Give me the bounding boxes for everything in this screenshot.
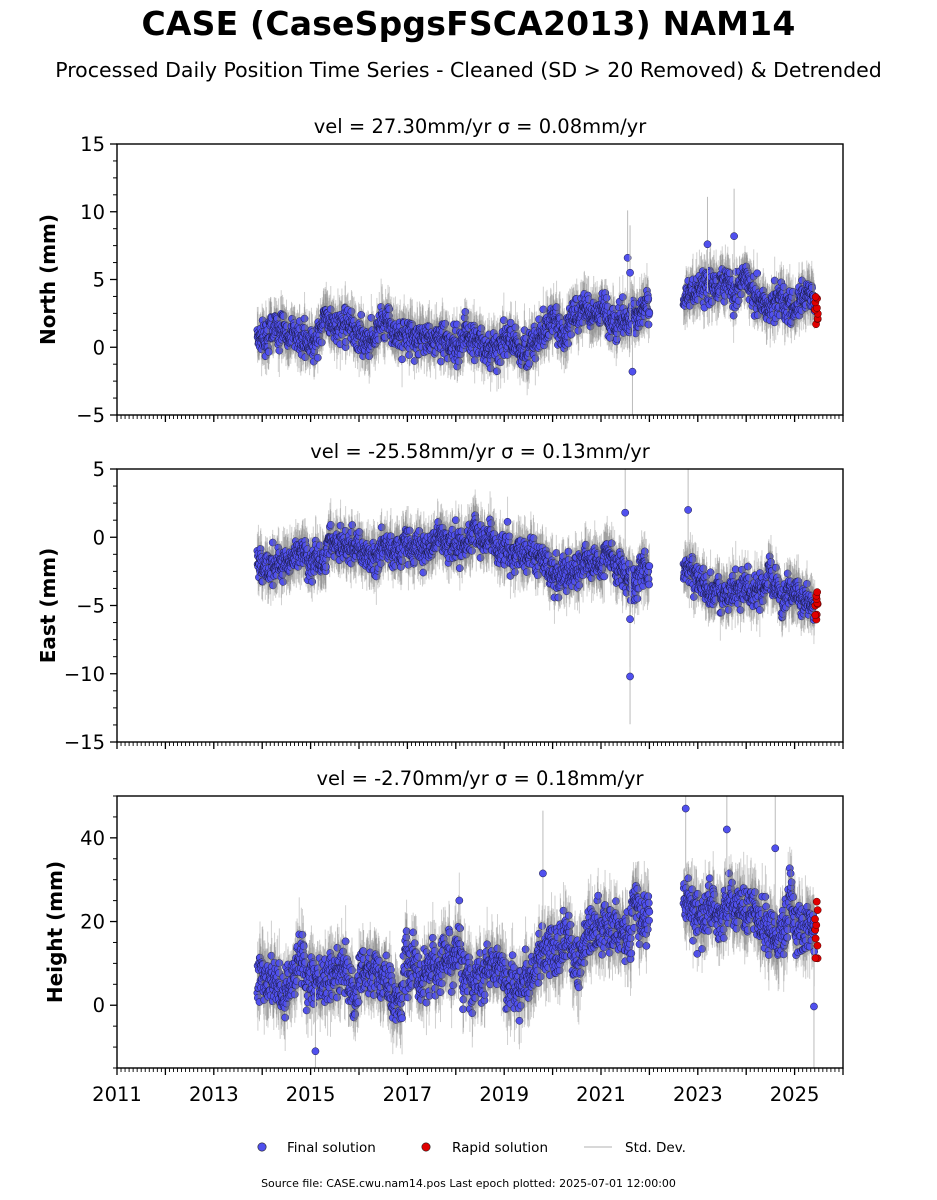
final-point xyxy=(628,367,637,376)
y-tick-label: −5 xyxy=(76,404,105,427)
final-point xyxy=(347,307,356,316)
final-point xyxy=(385,305,394,314)
final-point xyxy=(486,364,495,373)
chart-title: CASE (CaseSpgsFSCA2013) NAM14 xyxy=(141,4,796,43)
panel-east: vel = -25.58mm/yr σ = 0.13mm/yr East (mm)… xyxy=(36,440,844,754)
final-point xyxy=(279,312,288,321)
final-point xyxy=(470,356,479,365)
final-point xyxy=(461,307,470,316)
final-point xyxy=(753,269,762,278)
rapid-point xyxy=(811,293,820,301)
y-tick-label: 15 xyxy=(80,133,105,156)
final-point xyxy=(531,354,540,363)
y-axis-label: North (mm) xyxy=(36,214,60,345)
panel-north: vel = 27.30mm/yr σ = 0.08mm/yr North (mm)… xyxy=(36,115,844,427)
final-point xyxy=(753,311,762,320)
final-point xyxy=(275,346,284,355)
final-point xyxy=(441,319,450,328)
final-point xyxy=(269,581,277,590)
final-point xyxy=(730,232,738,240)
final-point xyxy=(708,298,716,306)
y-tick-label: 10 xyxy=(80,201,105,224)
final-point xyxy=(317,338,326,347)
final-point xyxy=(703,240,712,249)
final-point xyxy=(300,314,309,323)
final-point xyxy=(552,303,561,311)
final-point xyxy=(539,305,548,314)
final-point xyxy=(729,311,738,320)
final-point xyxy=(645,309,654,317)
final-point xyxy=(264,348,273,356)
final-point xyxy=(623,253,632,262)
final-point xyxy=(398,355,406,364)
final-point xyxy=(493,367,501,376)
final-point xyxy=(326,305,335,314)
final-point xyxy=(279,578,287,586)
data-layer xyxy=(253,188,822,415)
final-point xyxy=(644,294,653,303)
final-point xyxy=(564,339,573,348)
chart-subtitle: Processed Daily Position Time Series - C… xyxy=(55,58,882,82)
final-point xyxy=(268,538,277,547)
final-point xyxy=(313,353,322,362)
final-point xyxy=(644,320,653,329)
final-point xyxy=(779,283,788,291)
final-point xyxy=(525,359,534,368)
final-point xyxy=(342,337,350,346)
final-point xyxy=(454,357,463,366)
final-point xyxy=(367,313,376,322)
panel-title: vel = -25.58mm/yr σ = 0.13mm/yr xyxy=(310,440,650,463)
final-point xyxy=(567,330,575,339)
data-layer xyxy=(253,469,822,725)
final-point xyxy=(626,268,634,277)
final-point xyxy=(437,357,445,366)
final-point xyxy=(496,358,505,367)
final-point xyxy=(410,357,419,365)
final-point xyxy=(499,316,508,325)
final-point xyxy=(618,293,627,301)
panel-title: vel = 27.30mm/yr σ = 0.08mm/yr xyxy=(314,115,647,138)
y-tick-label: 5 xyxy=(93,269,105,292)
final-point xyxy=(602,294,611,302)
final-point xyxy=(477,324,486,333)
final-point xyxy=(453,320,461,329)
final-point xyxy=(737,290,746,299)
final-point xyxy=(357,311,366,319)
y-tick-label: 0 xyxy=(93,336,105,359)
final-point xyxy=(511,323,520,332)
final-point xyxy=(301,353,310,362)
y-axis-label: East (mm) xyxy=(36,548,60,664)
